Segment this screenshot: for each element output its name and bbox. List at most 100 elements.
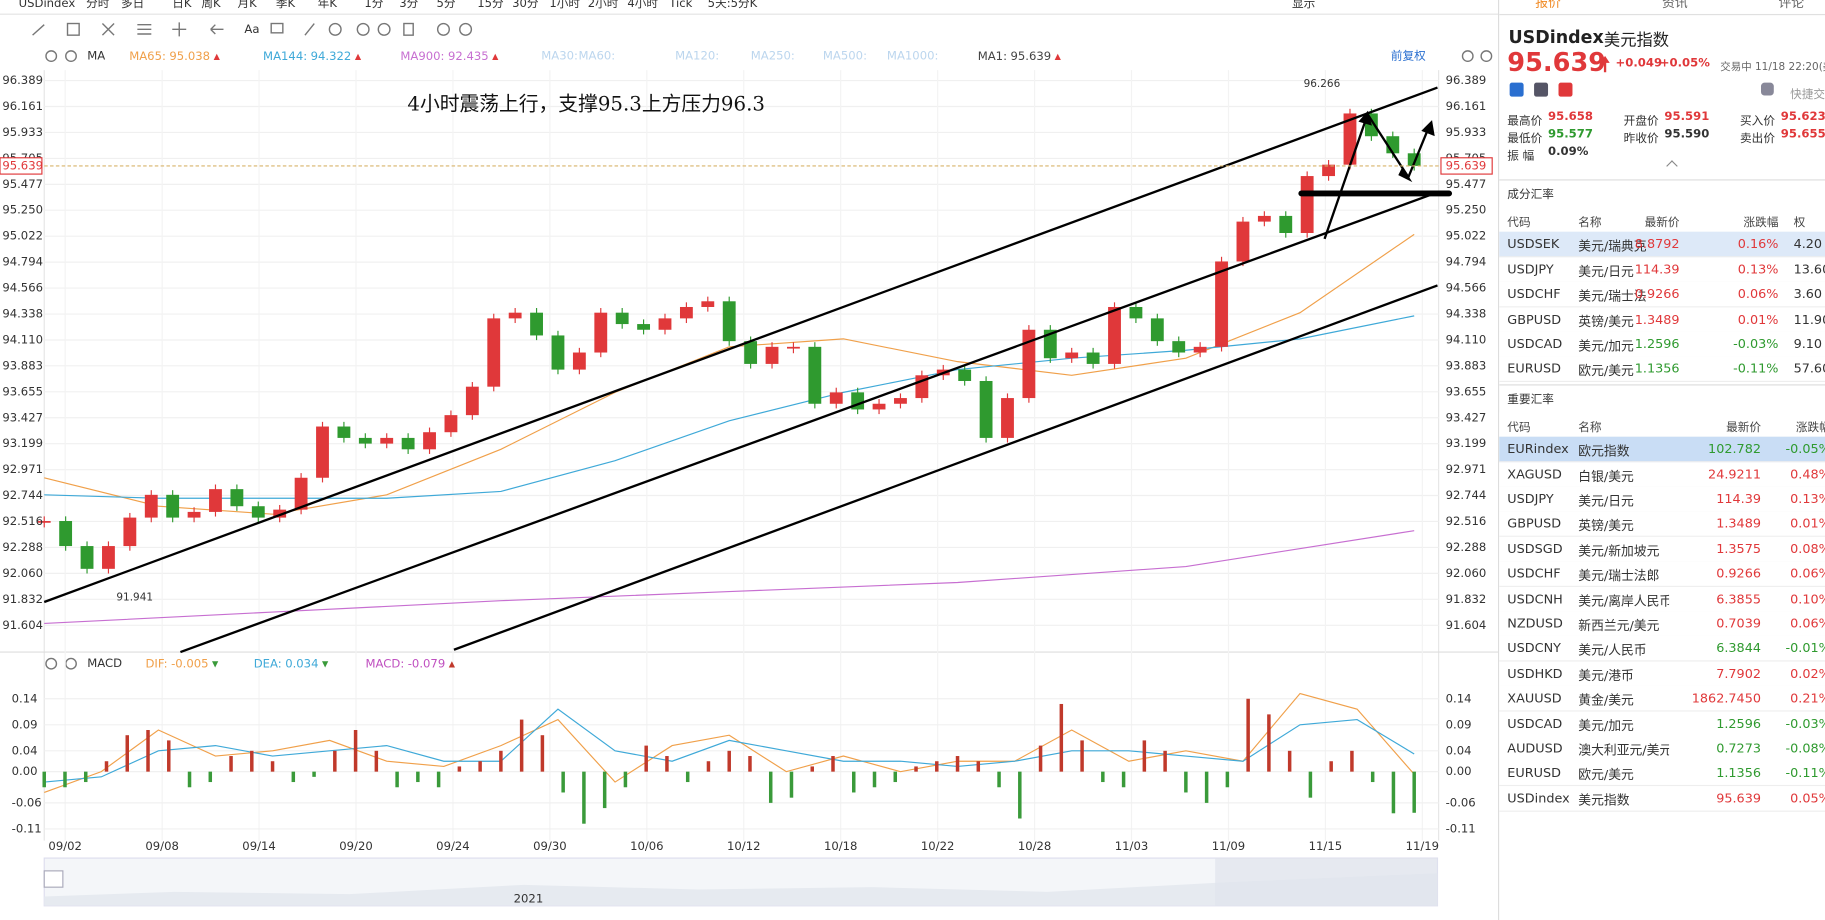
table-row[interactable]: XAUUSD 黄金/美元 1862.7450 0.21% bbox=[1499, 686, 1825, 712]
panel-icon[interactable] bbox=[1509, 82, 1524, 97]
background bbox=[0, 0, 1498, 920]
period-tab[interactable]: 年K bbox=[318, 0, 338, 10]
legend-item[interactable]: MACD: -0.079 ▲ bbox=[365, 656, 455, 670]
candle bbox=[958, 369, 972, 381]
legend-item-inactive[interactable]: MA30: bbox=[541, 49, 578, 63]
navigator-window[interactable] bbox=[1215, 858, 1438, 906]
legend-item[interactable]: DEA: 0.034 ▼ bbox=[254, 656, 329, 670]
table-row[interactable]: USDCHF 美元/瑞士法 0.9266 0.06% 3.60 bbox=[1499, 282, 1825, 308]
legend-item[interactable]: MA1: 95.639 ▲ bbox=[978, 49, 1062, 63]
magnet-tool[interactable] bbox=[328, 22, 342, 36]
period-tab[interactable]: 30分 bbox=[512, 0, 539, 10]
period-tab[interactable]: 日K bbox=[172, 0, 192, 10]
macd-bar bbox=[540, 735, 545, 772]
measure-tool[interactable] bbox=[172, 22, 187, 37]
legend-value: 92.435 bbox=[448, 49, 489, 63]
arrow-tool[interactable] bbox=[210, 24, 224, 35]
delete-tool[interactable] bbox=[403, 22, 414, 36]
table-row[interactable]: XAGUSD 白银/美元 24.9211 0.48% bbox=[1499, 461, 1825, 488]
display-menu[interactable]: 显示 bbox=[1292, 0, 1315, 10]
lock-tool[interactable] bbox=[356, 22, 370, 36]
legend-item-inactive[interactable]: MA250: bbox=[751, 49, 795, 63]
period-tab[interactable]: Tick bbox=[668, 0, 692, 10]
table-row[interactable]: NZDUSD 新西兰元/美元 0.7039 0.06% bbox=[1499, 611, 1825, 638]
line-tool[interactable] bbox=[32, 24, 45, 36]
panel-icon[interactable] bbox=[1558, 82, 1573, 97]
legend-item[interactable]: MA65: 95.038 ▲ bbox=[129, 49, 220, 63]
compare-tool[interactable] bbox=[436, 22, 450, 36]
table-row[interactable]: USDCHF 美元/瑞士法郎 0.9266 0.06% bbox=[1499, 561, 1825, 588]
pattern-tool[interactable] bbox=[101, 23, 115, 36]
shape-tool[interactable] bbox=[66, 22, 80, 36]
table-row[interactable]: USDCAD 美元/加元 1.2596 -0.03% bbox=[1499, 711, 1825, 737]
period-tab[interactable]: 月K bbox=[237, 0, 257, 10]
period-tab[interactable]: 季K bbox=[276, 0, 296, 10]
table-row[interactable]: USDindex 美元指数 95.639 0.05% bbox=[1499, 785, 1825, 812]
table-row[interactable]: EURUSD 欧元/美元1.1356 -0.11% 57.60 bbox=[1499, 356, 1825, 383]
table-row[interactable]: USDSEK 美元/瑞典克 8.8792 0.16% 4.20 bbox=[1499, 232, 1825, 258]
period-tab[interactable]: 1小时 bbox=[549, 0, 580, 10]
table-row[interactable]: USDJPY 美元/日元 114.39 0.13% bbox=[1499, 486, 1825, 513]
settings-tool[interactable] bbox=[459, 22, 473, 36]
period-tab[interactable]: 2小时 bbox=[588, 0, 619, 10]
period-tab[interactable]: 5分 bbox=[436, 0, 455, 10]
period-tab[interactable]: 15分 bbox=[477, 0, 504, 10]
legend-name: MA1: bbox=[978, 49, 1007, 63]
navigator-handle[interactable] bbox=[43, 870, 64, 888]
legend-item-inactive[interactable]: MA1000: bbox=[887, 49, 938, 63]
legend-item-inactive[interactable]: MA60: bbox=[578, 49, 615, 63]
period-tab[interactable]: 分时 bbox=[86, 0, 110, 10]
text-tool[interactable]: Aa bbox=[244, 22, 259, 36]
navigator-area bbox=[44, 873, 1438, 906]
panel-tab[interactable]: 评论 bbox=[1778, 0, 1805, 11]
period-tab[interactable]: 5天:5分K bbox=[708, 0, 758, 10]
quick-trade[interactable]: 快捷交 bbox=[1790, 88, 1825, 102]
period-tab[interactable]: 周K bbox=[201, 0, 221, 10]
candle bbox=[979, 380, 993, 438]
fib-tool[interactable] bbox=[137, 23, 152, 35]
panel-icon[interactable] bbox=[1534, 82, 1549, 97]
legend-name: DIF: bbox=[145, 656, 167, 670]
table-row[interactable]: USDHKD 美元/港币 7.7902 0.02% bbox=[1499, 661, 1825, 687]
table-row[interactable]: USDCAD 美元/加元 1.2596 -0.03% 9.10 bbox=[1499, 331, 1825, 358]
legend-item[interactable]: MA144: 94.322 ▲ bbox=[263, 49, 362, 63]
zoom-in[interactable] bbox=[1480, 50, 1493, 63]
table-row[interactable]: GBPUSD 英镑/美元 1.3489 0.01% bbox=[1499, 511, 1825, 538]
macd-settings[interactable] bbox=[45, 657, 58, 670]
symbol-tab[interactable]: USDindex bbox=[19, 0, 76, 10]
collapse-toggle[interactable] bbox=[1666, 160, 1678, 172]
table-row[interactable]: GBPUSD 英镑/美元1.3489 0.01% 11.90 bbox=[1499, 306, 1825, 333]
table-cell: USDCNY bbox=[1507, 640, 1562, 657]
panel-tab[interactable]: 资讯 bbox=[1662, 0, 1688, 11]
period-tab[interactable]: 多日 bbox=[121, 0, 144, 10]
ma-settings[interactable] bbox=[45, 50, 58, 63]
macd-bar bbox=[665, 756, 669, 772]
bell-icon[interactable] bbox=[1760, 82, 1774, 96]
period-tab[interactable]: 3分 bbox=[399, 0, 418, 10]
legend-item-inactive[interactable]: MA500: bbox=[823, 49, 867, 63]
adjust-toggle[interactable]: 前复权 bbox=[1391, 49, 1426, 63]
table-cell: USDindex bbox=[1507, 790, 1570, 806]
legend-item[interactable]: MA900: 92.435 ▲ bbox=[400, 49, 499, 63]
table-row[interactable]: USDCNH 美元/离岸人民币 6.3855 0.10% bbox=[1499, 586, 1825, 613]
legend-item-inactive[interactable]: MA120: bbox=[675, 49, 719, 63]
indicator-name[interactable]: MACD bbox=[87, 656, 122, 670]
table-row[interactable]: EURUSD 欧元/美元 1.1356 -0.11% bbox=[1499, 760, 1825, 787]
legend-item[interactable]: DIF: -0.005 ▼ bbox=[145, 656, 219, 670]
pen-tool[interactable] bbox=[304, 23, 315, 36]
panel-tab[interactable]: 报价 bbox=[1535, 0, 1561, 11]
hide-tool[interactable] bbox=[377, 22, 391, 36]
period-tab[interactable]: 4小时 bbox=[627, 0, 658, 10]
macd-bar bbox=[893, 771, 898, 783]
table-row[interactable]: USDSGD 美元/新加坡元 1.3575 0.08% bbox=[1499, 536, 1825, 563]
drawing-tools[interactable] bbox=[32, 22, 1493, 670]
note-tool[interactable] bbox=[270, 22, 284, 34]
indicator-name[interactable]: MA bbox=[87, 49, 105, 63]
ma-close[interactable] bbox=[65, 50, 77, 63]
table-row[interactable]: AUDUSD 澳大利亚元/美元 0.7273 -0.08% bbox=[1499, 736, 1825, 762]
period-tab[interactable]: 1分 bbox=[364, 0, 383, 10]
zoom-out[interactable] bbox=[1461, 50, 1474, 63]
table-row[interactable]: USDCNY 美元/人民币 6.3844 -0.01% bbox=[1499, 636, 1825, 662]
table-row[interactable]: EURindex 欧元指数 102.782 -0.05% bbox=[1499, 436, 1825, 463]
